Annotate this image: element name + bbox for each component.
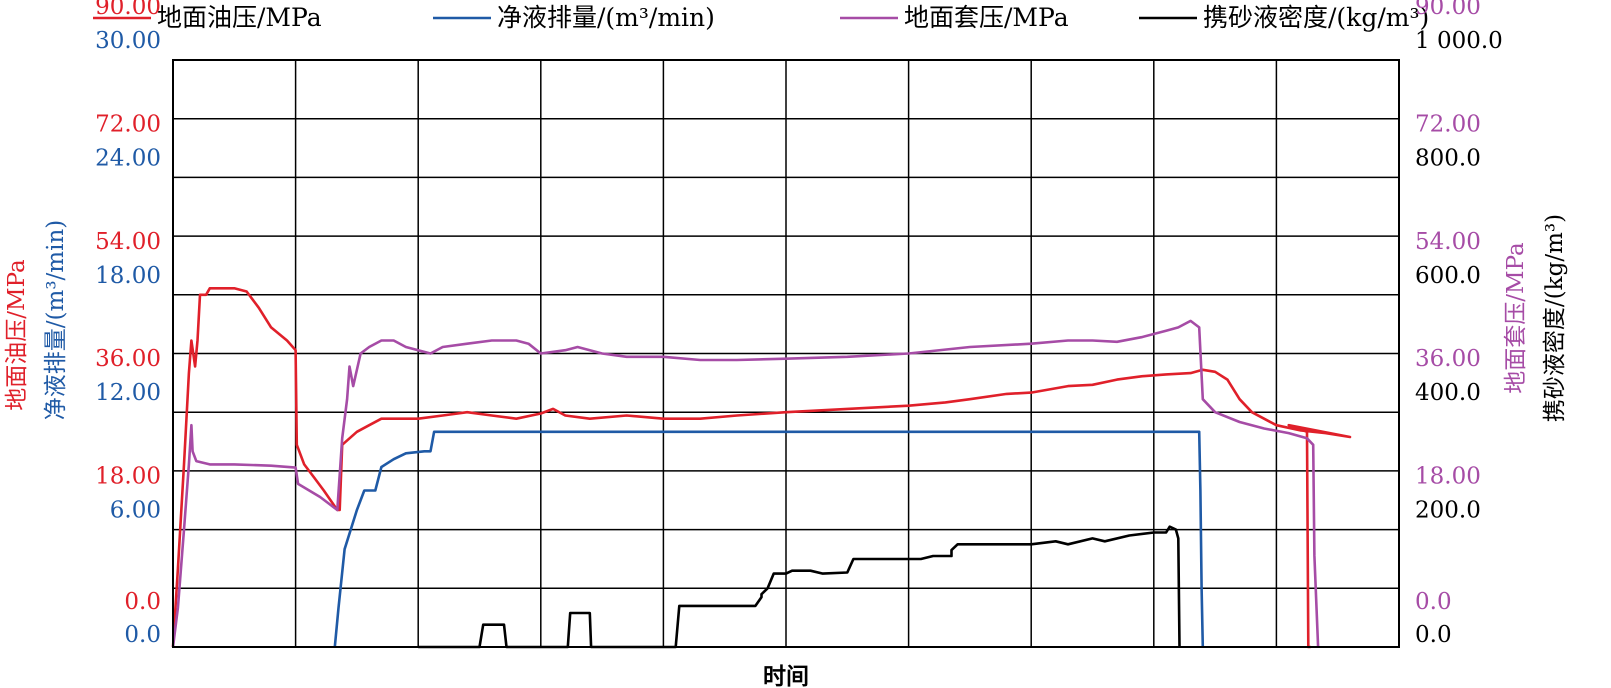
tick-right-casing: 0.0	[1415, 589, 1452, 615]
tick-left-oil: 90.00	[95, 0, 161, 20]
tick-right-casing: 72.00	[1415, 111, 1481, 137]
tick-left-flow: 0.0	[124, 622, 161, 648]
tick-right-density: 600.0	[1415, 263, 1481, 289]
legend-slurry-density-label: 携砂液密度/(kg/m³)	[1203, 3, 1429, 32]
tick-right-casing: 36.00	[1415, 346, 1481, 372]
tick-left-oil: 72.00	[95, 111, 161, 137]
series-line-2	[171, 319, 1320, 648]
tick-right-density: 1 000.0	[1415, 28, 1503, 54]
tick-left-oil: 0.0	[124, 589, 161, 615]
legend-casing-pressure-label: 地面套压/MPa	[904, 3, 1069, 32]
plot-frame	[172, 59, 1400, 648]
tick-left-oil: 36.00	[95, 346, 161, 372]
grid	[173, 60, 1399, 647]
series-line-1	[333, 430, 1205, 648]
tick-right-density: 0.0	[1415, 622, 1452, 648]
legend-net-flow-label: 净液排量/(m³/min)	[497, 3, 715, 32]
tick-left-oil: 18.00	[95, 464, 161, 490]
y-axis-label-slurry-density: 携砂液密度/(kg/m³)	[1542, 214, 1568, 422]
axis-ticks: 0.0 18.00 36.00 54.00 72.00 90.00 0.0 6.00 12.00…	[95, 0, 1503, 648]
axis-labels: 地面油压/MPa 净液排量/(m³/min) 地面套压/MPa 携砂液密度/(kg/m…	[4, 214, 1568, 422]
tick-left-flow: 24.00	[95, 145, 161, 171]
y-axis-label-casing-pressure: 地面套压/MPa	[1503, 242, 1529, 394]
series	[171, 287, 1352, 649]
tick-left-flow: 6.00	[110, 498, 161, 524]
series-line-0	[171, 287, 1352, 649]
x-axis-label: 时间	[763, 663, 809, 688]
tick-right-casing: 54.00	[1415, 229, 1481, 255]
y-axis-label-oil-pressure: 地面油压/MPa	[4, 259, 30, 411]
tick-right-casing: 18.00	[1415, 464, 1481, 490]
tick-right-density: 200.0	[1415, 498, 1481, 524]
legend-oil-pressure-label: 地面油压/MPa	[157, 3, 322, 32]
tick-left-flow: 18.00	[95, 263, 161, 289]
series-line-3	[418, 525, 1181, 649]
tick-right-density: 800.0	[1415, 145, 1481, 171]
tick-left-oil: 54.00	[95, 229, 161, 255]
tick-left-flow: 12.00	[95, 380, 161, 406]
tick-right-density: 400.0	[1415, 380, 1481, 406]
tick-left-flow: 30.00	[95, 28, 161, 54]
y-axis-label-net-flow: 净液排量/(m³/min)	[43, 220, 69, 420]
tick-right-casing: 90.00	[1415, 0, 1481, 20]
legend: 地面油压/MPa 净液排量/(m³/min) 地面套压/MPa 携砂液密度/(kg/m…	[93, 3, 1429, 32]
